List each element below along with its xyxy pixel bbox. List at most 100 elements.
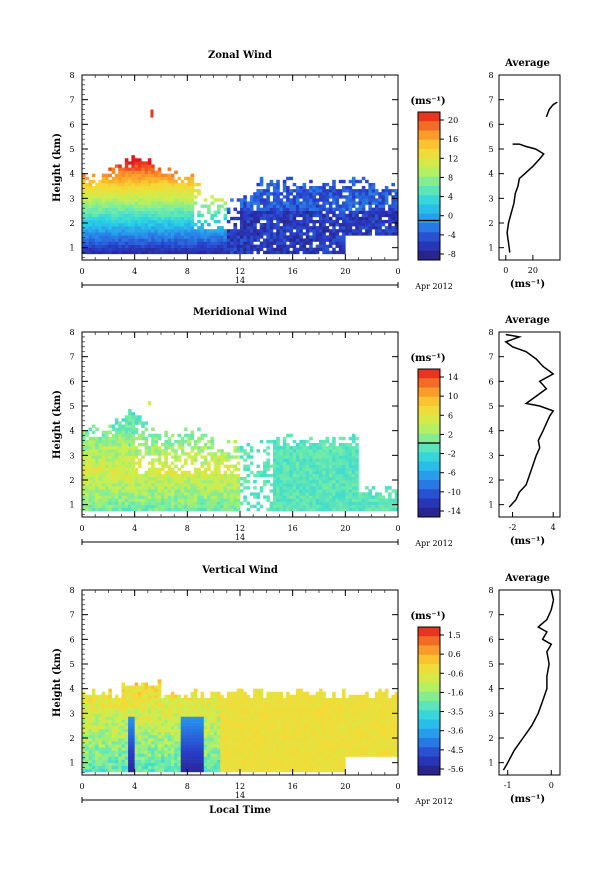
heatmap-cell [98, 443, 103, 447]
heatmap-cell [355, 483, 359, 487]
heatmap-cell [157, 486, 162, 490]
heatmap-cell [378, 207, 382, 211]
heatmap-cell [151, 201, 155, 205]
heatmap-cell [154, 439, 159, 444]
heatmap-cell [190, 235, 195, 239]
heatmap-cell [128, 501, 132, 505]
heatmap-cell [286, 189, 290, 193]
heatmap-cell [305, 473, 310, 478]
heatmap-cell [164, 756, 168, 760]
heatmap-cell [151, 436, 155, 441]
heatmap-cell [371, 186, 376, 190]
heatmap-cell [170, 716, 175, 720]
heatmap-cell [246, 473, 251, 478]
y-tick-label: 3 [69, 194, 74, 203]
heatmap-cell [325, 210, 330, 215]
heatmap-cell [368, 182, 372, 187]
heatmap-cell [269, 226, 274, 230]
heatmap-cell [154, 504, 159, 509]
heatmap-cell [108, 182, 112, 187]
heatmap-cell [197, 449, 201, 453]
heatmap-cell [193, 244, 198, 248]
heatmap-cell [269, 223, 274, 227]
heatmap-cell [203, 443, 208, 447]
heatmap-cell [88, 722, 93, 726]
heatmap-cell [233, 492, 238, 496]
heatmap-cell [361, 492, 366, 496]
heatmap-cell [332, 467, 336, 472]
heatmap-cell [147, 480, 152, 484]
heatmap-cell [249, 232, 254, 236]
heatmap-cell [85, 747, 89, 751]
heatmap-cell [335, 244, 340, 248]
heatmap-cell [105, 229, 109, 233]
heatmap-cell [203, 480, 208, 484]
heatmap-cell [101, 489, 106, 493]
heatmap-cell [82, 189, 86, 193]
heatmap-cell [243, 238, 247, 242]
heatmap-cell [114, 694, 119, 699]
heatmap-cell [137, 710, 142, 714]
heatmap-cell [111, 753, 116, 757]
heatmap-cell [111, 461, 116, 465]
heatmap-cell [111, 498, 116, 502]
y-tick-label: 2 [69, 476, 74, 485]
heatmap-cell [348, 501, 353, 505]
heatmap-cell [151, 473, 155, 478]
heatmap-cell [154, 713, 159, 717]
heatmap-cell [177, 765, 182, 770]
heatmap-cell [98, 186, 103, 190]
heatmap-cell [256, 201, 261, 205]
heatmap-cell [154, 173, 159, 178]
heatmap-cell [105, 704, 109, 708]
heatmap-cell [210, 495, 214, 499]
heatmap-cell [190, 213, 195, 218]
heatmap-cell [177, 458, 182, 462]
heatmap-cell [394, 213, 399, 218]
heatmap-cell [240, 198, 244, 202]
heatmap-cell [170, 691, 175, 696]
heatmap-cell [91, 204, 96, 208]
heatmap-cell [230, 241, 234, 245]
heatmap-cell [180, 473, 185, 478]
heatmap-cell [328, 495, 333, 499]
colorbar-label: 12 [448, 154, 458, 163]
heatmap-cell [210, 238, 214, 242]
heatmap-cell [263, 467, 267, 472]
heatmap-cell [263, 213, 267, 218]
heatmap-cell [180, 201, 185, 205]
heatmap-cell [98, 201, 103, 205]
heatmap-cell [85, 504, 89, 509]
heatmap-cell [121, 682, 126, 686]
heatmap-cell [88, 762, 93, 767]
heatmap-cell [226, 455, 231, 459]
heatmap-cell [144, 470, 149, 475]
heatmap-cell [381, 213, 386, 218]
heatmap-cell [141, 476, 145, 481]
heatmap-cell [315, 244, 320, 248]
heatmap-cell [295, 443, 300, 447]
heatmap-cell [319, 443, 323, 447]
heatmap-cell [305, 198, 310, 202]
average-profile-line [506, 143, 545, 253]
heatmap-cell [95, 449, 99, 453]
x-tick-label: 4 [132, 524, 137, 533]
heatmap-cell [348, 461, 353, 465]
heatmap-cell [157, 747, 162, 751]
heatmap-cell [289, 189, 293, 193]
heatmap-cell [184, 247, 188, 252]
heatmap-cell [118, 167, 122, 171]
heatmap-cell [111, 741, 116, 745]
heatmap-cell [105, 710, 109, 714]
heatmap-cell [88, 480, 93, 484]
heatmap-cell [289, 480, 293, 484]
heatmap-cell [121, 470, 126, 475]
heatmap-cell [223, 464, 228, 468]
heatmap-cell [312, 464, 317, 468]
heatmap-cell [154, 722, 159, 726]
heatmap-cell [157, 750, 162, 754]
heatmap-cell [141, 722, 145, 726]
heatmap-cell [279, 498, 284, 502]
heatmap-cell [302, 467, 307, 472]
heatmap-cell [174, 697, 178, 702]
